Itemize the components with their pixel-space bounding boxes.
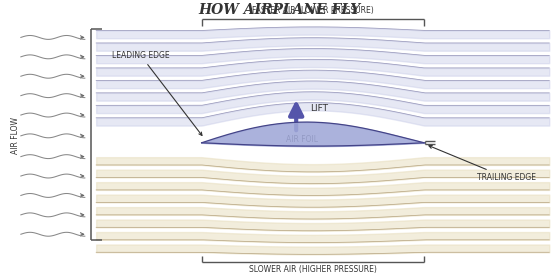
Text: HOW AIRPLANE FLY: HOW AIRPLANE FLY [198, 3, 361, 17]
Text: SLOWER AIR (HIGHER PRESSURE): SLOWER AIR (HIGHER PRESSURE) [249, 265, 377, 274]
Text: FASTER AIR (LOWER PRESSURE): FASTER AIR (LOWER PRESSURE) [252, 6, 374, 15]
Text: LIFT: LIFT [310, 104, 328, 113]
Text: LEADING EDGE: LEADING EDGE [112, 51, 202, 136]
Text: TRAILING EDGE: TRAILING EDGE [429, 146, 536, 182]
Text: AIR FLOW: AIR FLOW [11, 117, 20, 154]
Text: AIR FOIL: AIR FOIL [286, 136, 318, 144]
